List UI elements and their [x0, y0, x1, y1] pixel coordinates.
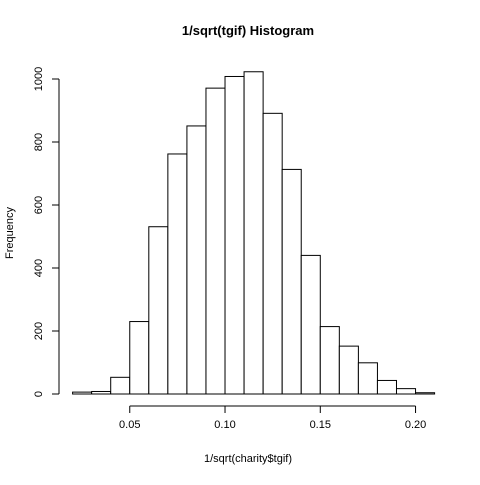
histogram-bar [149, 227, 168, 394]
histogram-bar [244, 72, 263, 394]
histogram-bar [225, 76, 244, 394]
histogram-bar [358, 363, 377, 394]
histogram-bar [73, 392, 92, 394]
histogram-bar [111, 377, 130, 394]
histogram-bar [206, 88, 225, 394]
histogram-bar [416, 393, 435, 394]
y-tick-label: 1000 [33, 67, 45, 91]
histogram-bar [263, 113, 282, 394]
histogram-bar [320, 327, 339, 394]
histogram-bars [73, 72, 435, 394]
x-tick-label: 0.10 [214, 419, 235, 431]
histogram-bar [396, 389, 415, 394]
x-axis-label: 1/sqrt(charity$tgif) [204, 453, 292, 465]
histogram-bar [377, 380, 396, 394]
x-tick-label: 0.20 [405, 419, 426, 431]
y-tick-label: 200 [33, 322, 45, 340]
y-tick-label: 400 [33, 259, 45, 277]
y-tick-label: 800 [33, 133, 45, 151]
x-axis: 0.05 0.10 0.15 0.20 [119, 406, 426, 431]
histogram-bar [130, 322, 149, 394]
chart-title: 1/sqrt(tgif) Histogram [182, 23, 314, 38]
y-axis: 0 200 400 600 800 1000 [33, 67, 59, 397]
histogram-bar [339, 346, 358, 394]
x-tick-label: 0.15 [310, 419, 331, 431]
histogram-bar [187, 126, 206, 394]
y-tick-label: 600 [33, 196, 45, 214]
y-axis-label: Frequency [4, 207, 16, 259]
histogram-bar [168, 154, 187, 394]
y-tick-label: 0 [33, 391, 45, 397]
histogram-bar [301, 255, 320, 394]
histogram-bar [92, 391, 111, 394]
histogram-bar [282, 169, 301, 394]
x-tick-label: 0.05 [119, 419, 140, 431]
